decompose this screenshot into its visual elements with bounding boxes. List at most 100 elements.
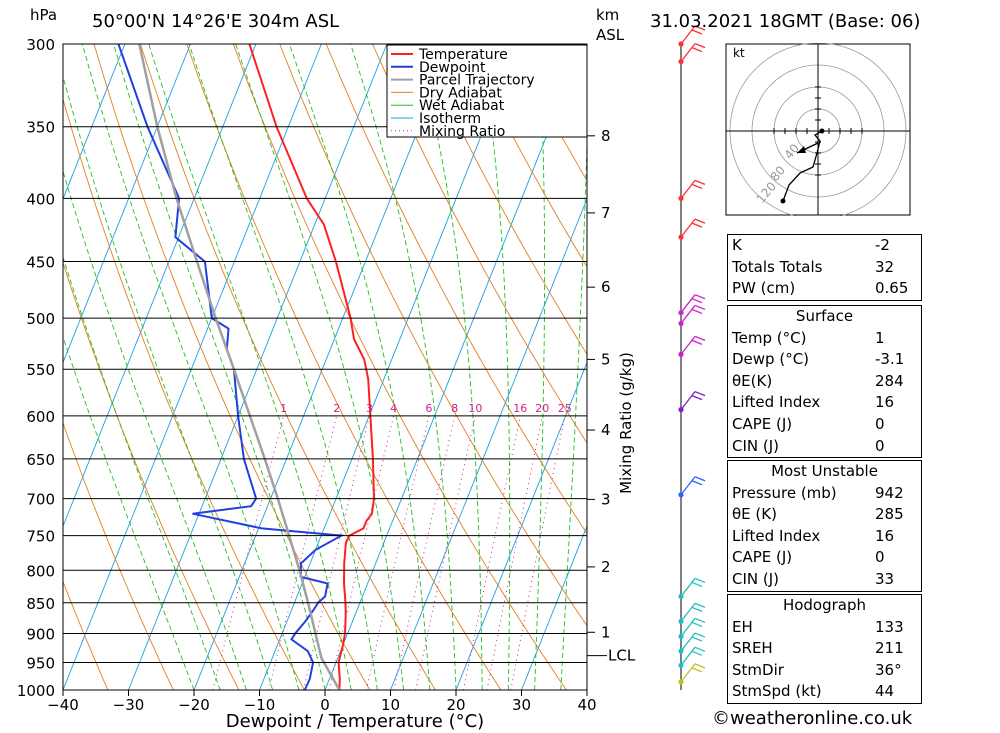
totals-value: 32 bbox=[875, 257, 895, 276]
hpa-unit-label: hPa bbox=[30, 6, 58, 24]
wet-adiabat-line bbox=[350, 44, 457, 690]
wind-barb-staff bbox=[680, 218, 696, 238]
most-unstable-table: Most Unstable Pressure (mb) 942 θE (K) 285… bbox=[727, 460, 922, 592]
x-tick-label: 10 bbox=[381, 696, 400, 714]
series-parcel-trajectory bbox=[138, 44, 341, 690]
mixing-ratio-label: 4 bbox=[390, 402, 397, 415]
stmspd-label: StmSpd (kt) bbox=[732, 682, 822, 701]
copyright-link[interactable]: ©weatheronline.co.uk bbox=[712, 708, 913, 729]
surface-li-value: 16 bbox=[875, 393, 895, 412]
wind-barb-flag bbox=[691, 29, 703, 35]
mu-cape-label: CAPE (J) bbox=[732, 548, 793, 567]
wind-barb-flag bbox=[691, 581, 703, 588]
series-dewpoint bbox=[117, 44, 345, 690]
wet-adiabat-line bbox=[288, 44, 431, 690]
sreh-value: 211 bbox=[875, 639, 904, 658]
surface-theta-label: θE(K) bbox=[732, 371, 773, 390]
k-index-value: -2 bbox=[875, 236, 890, 254]
sreh-label: SREH bbox=[732, 639, 773, 658]
pressure-tick-label: 850 bbox=[26, 595, 55, 613]
x-tick-label: −30 bbox=[113, 696, 145, 714]
pressure-tick-label: 450 bbox=[26, 254, 55, 272]
wet-adiabat-line bbox=[81, 44, 300, 690]
x-axis-title: Dewpoint / Temperature (°C) bbox=[226, 711, 484, 732]
wind-barb-staff bbox=[680, 305, 696, 324]
datetime-title: 31.03.2021 18GMT (Base: 06) bbox=[650, 11, 921, 32]
mixing-ratio-line bbox=[212, 415, 285, 690]
legend-entry: Dewpoint bbox=[419, 60, 486, 76]
surface-li-label: Lifted Index bbox=[732, 393, 821, 412]
pressure-tick-label: 550 bbox=[26, 361, 55, 379]
wind-barb-staff bbox=[680, 646, 696, 666]
mixing-ratio-line bbox=[365, 415, 430, 690]
mixing-ratio-label: 16 bbox=[513, 402, 527, 415]
km-tick-label: 2 bbox=[601, 558, 611, 576]
wind-barb-flag bbox=[691, 636, 703, 642]
wind-barb-flag bbox=[694, 577, 706, 584]
hodograph-unit-label: kt bbox=[733, 46, 745, 60]
series-temperature bbox=[248, 44, 376, 690]
mixing-ratio-label: 10 bbox=[468, 402, 482, 415]
wind-barb-flag bbox=[691, 650, 703, 656]
legend-entry: Mixing Ratio bbox=[419, 124, 505, 140]
dry-adiabat-line bbox=[372, 44, 587, 444]
x-tick-label: 20 bbox=[446, 696, 465, 714]
surface-cape-label: CAPE (J) bbox=[732, 414, 793, 433]
wind-barb-staff bbox=[680, 43, 696, 62]
wind-barb-staff bbox=[680, 294, 696, 314]
x-tick-label: 30 bbox=[512, 696, 531, 714]
pressure-tick-label: 750 bbox=[26, 528, 55, 546]
wet-adiabat-line bbox=[480, 44, 511, 690]
mixing-ratio-line bbox=[328, 415, 395, 690]
most-unstable-title: Most Unstable bbox=[771, 462, 878, 480]
stmdir-value: 36° bbox=[875, 660, 902, 679]
storm-motion-arrowhead bbox=[797, 146, 806, 153]
stmdir-label: StmDir bbox=[732, 660, 784, 679]
wind-barb-flag bbox=[691, 46, 703, 53]
dry-adiabat-line bbox=[976, 44, 1000, 690]
mixing-ratio-label: 8 bbox=[451, 402, 458, 415]
x-tick-label: 40 bbox=[577, 696, 596, 714]
wind-barb-flag bbox=[691, 606, 703, 613]
pressure-tick-label: 500 bbox=[26, 310, 55, 328]
wind-barb-flag bbox=[691, 480, 703, 486]
pressure-tick-label: 950 bbox=[26, 654, 55, 672]
surface-theta-value: 284 bbox=[875, 371, 904, 390]
isotherm-line bbox=[455, 361, 587, 690]
dry-adiabat-line bbox=[930, 44, 1000, 690]
pressure-tick-label: 600 bbox=[26, 408, 55, 426]
pressure-tick-label: 650 bbox=[26, 451, 55, 469]
wind-barb-flag bbox=[694, 294, 706, 300]
pressure-tick-label: 800 bbox=[26, 562, 55, 580]
pressure-tick-label: 1000 bbox=[17, 682, 55, 700]
mixing-ratio-label: 2 bbox=[333, 402, 340, 415]
wind-barb-flag bbox=[694, 602, 706, 609]
mixing-ratio-label: 6 bbox=[425, 402, 432, 415]
stmspd-value: 44 bbox=[875, 682, 895, 701]
wind-barb-staff bbox=[680, 391, 696, 411]
dry-adiabat-line bbox=[325, 44, 587, 535]
surface-dewp-value: -3.1 bbox=[875, 350, 905, 369]
dry-adiabat-line bbox=[279, 44, 587, 627]
km-tick-label: 4 bbox=[601, 421, 611, 439]
pressure-tick-label: 900 bbox=[26, 625, 55, 643]
hodograph-start-dot bbox=[780, 198, 786, 204]
wind-barb-staff bbox=[680, 663, 696, 683]
wind-barb-flag bbox=[694, 335, 706, 341]
dry-adiabat-line bbox=[464, 44, 587, 268]
surface-cape-value: 0 bbox=[875, 414, 885, 433]
wind-barb-flag bbox=[691, 395, 703, 401]
wind-barb-flag bbox=[694, 179, 706, 185]
mu-cin-label: CIN (J) bbox=[732, 569, 780, 588]
wind-barb-flag bbox=[691, 183, 703, 189]
wind-barb-flag bbox=[694, 663, 706, 669]
wind-barb-flag bbox=[694, 476, 706, 482]
eh-value: 133 bbox=[875, 617, 904, 636]
surface-dewp-label: Dewp (°C) bbox=[732, 350, 810, 369]
eh-label: EH bbox=[732, 617, 753, 636]
location-title: 50°00'N 14°26'E 304m ASL bbox=[92, 11, 340, 32]
wind-barb-staff bbox=[680, 578, 696, 597]
wet-adiabat-line bbox=[113, 44, 326, 690]
mixing-ratio-line bbox=[268, 415, 338, 690]
wind-barb-staff bbox=[680, 179, 696, 199]
